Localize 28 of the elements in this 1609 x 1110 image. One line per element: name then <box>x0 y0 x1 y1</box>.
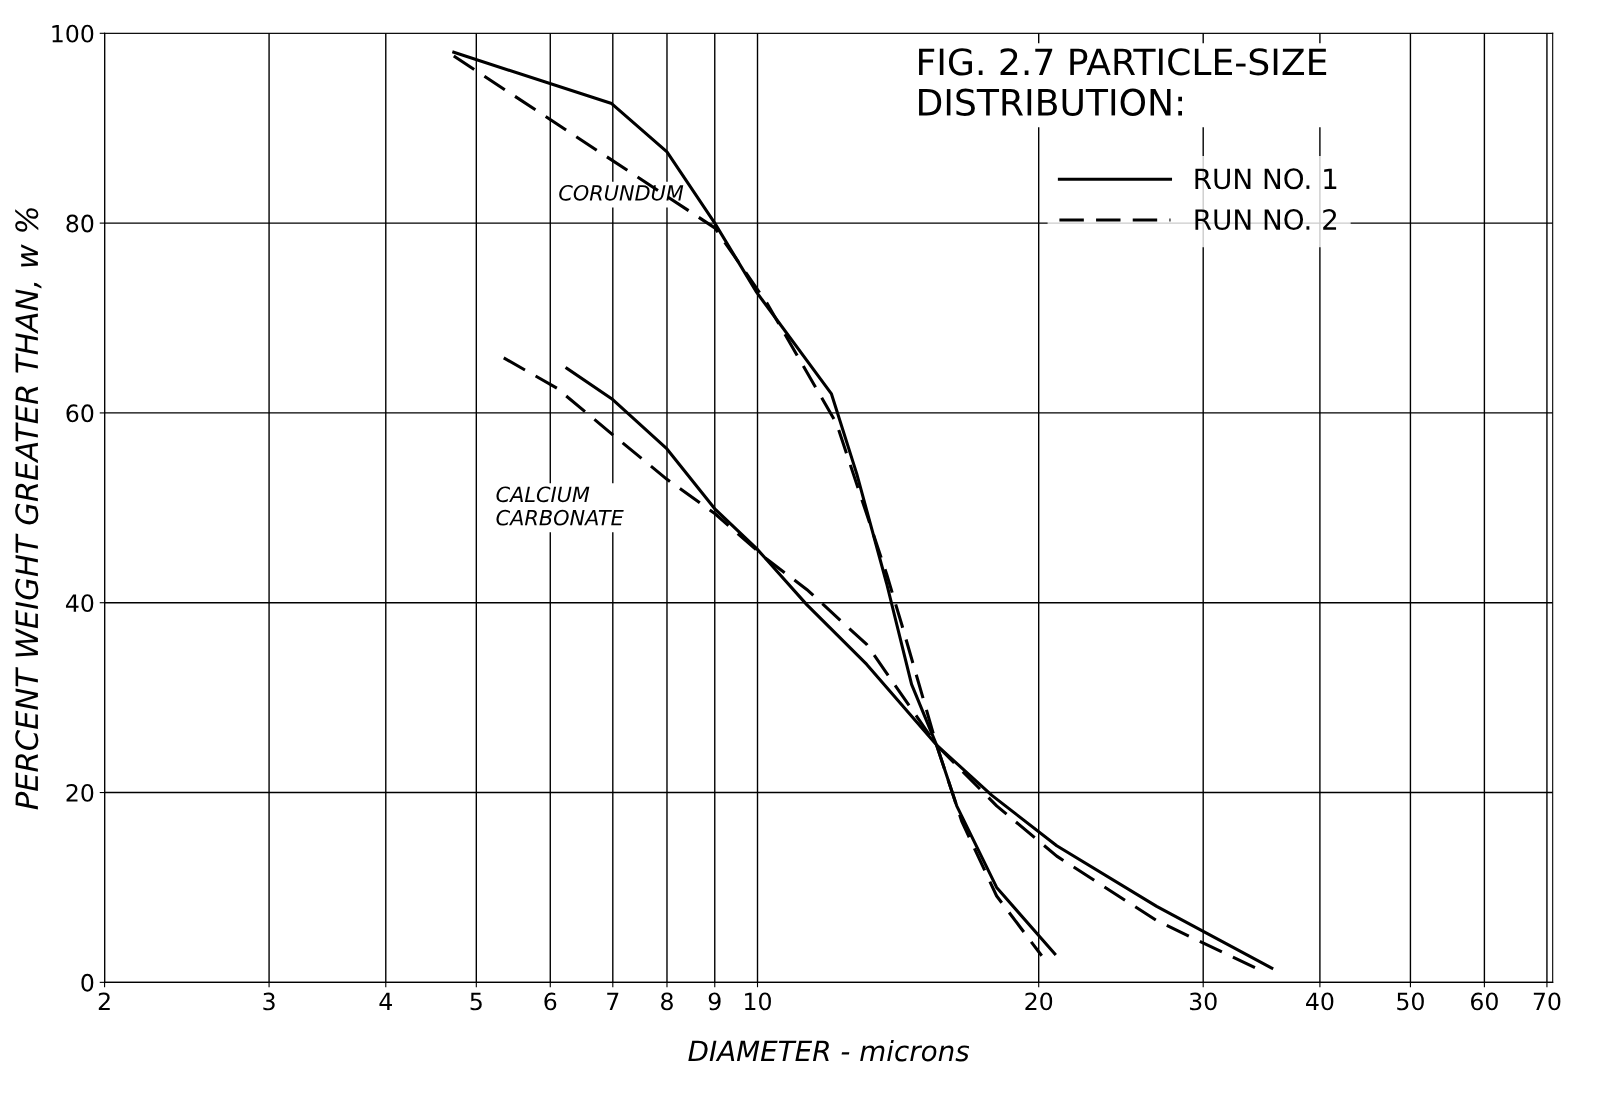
y-tick-label: 60 <box>66 404 94 423</box>
x-axis-title: DIAMETER - microns <box>688 1039 970 1062</box>
annotation: CORUNDUM <box>559 184 684 201</box>
legend-label: RUN NO. 2 <box>1195 209 1337 231</box>
x-tick-label: 50 <box>1397 992 1424 1011</box>
y-tick-label: 40 <box>65 594 94 613</box>
x-tick-label: 6 <box>544 992 557 1011</box>
x-tick-label: 60 <box>1471 992 1498 1011</box>
x-tick-label: 20 <box>1025 992 1053 1011</box>
x-tick-label: 7 <box>607 992 619 1011</box>
legend-label: RUN NO. 1 <box>1195 168 1337 190</box>
x-tick-label: 70 <box>1533 992 1561 1011</box>
x-tick-label: 5 <box>470 992 482 1011</box>
x-tick-label: 4 <box>379 992 392 1011</box>
y-tick-label: 80 <box>66 214 94 233</box>
x-tick-label: 10 <box>745 992 771 1011</box>
x-tick-label: 40 <box>1306 992 1334 1011</box>
text: FIG. 2.7 PARTICLE-SIZE DISTRIBUTION: <box>919 48 1327 116</box>
x-tick-label: 2 <box>98 992 110 1011</box>
x-tick-label: 30 <box>1189 992 1217 1011</box>
y-tick-label: 100 <box>52 24 94 43</box>
y-tick-label: 20 <box>66 783 94 802</box>
y-axis-title: PERCENT WEIGHT GREATER THAN, w % <box>15 208 42 810</box>
x-tick-label: 8 <box>661 992 673 1011</box>
x-tick-label: 9 <box>708 992 721 1011</box>
x-tick-label: 3 <box>263 992 275 1011</box>
y-tick-label: 0 <box>81 973 94 992</box>
annotation: CALCIUM CARBONATE <box>496 486 624 526</box>
